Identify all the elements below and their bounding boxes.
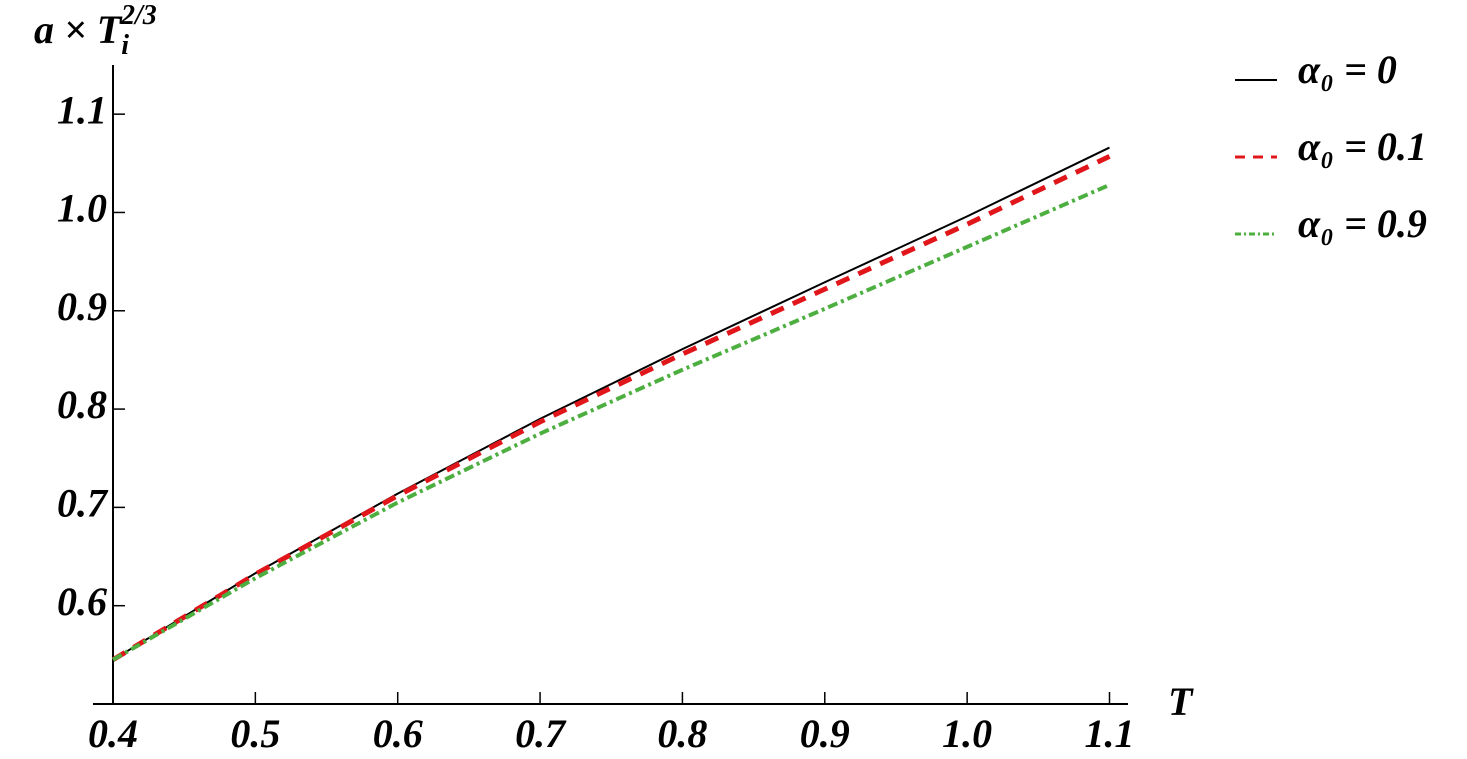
x-tick-label: 0.4 [88,711,138,756]
y-axis-label: a × Ti2/3 [34,0,157,61]
y-tick-label: 0.7 [57,481,109,526]
legend-label: α₀ = 0.1 [1298,124,1427,169]
y-tick-label: 0.6 [57,579,107,624]
y-label-sub: i [121,30,129,61]
y-label-base: a × T [34,7,123,52]
x-tick-label: 0.5 [230,711,280,756]
x-tick-label: 0.6 [373,711,423,756]
y-tick-label: 0.9 [57,284,107,329]
legend-label: α₀ = 0 [1298,47,1397,92]
y-label-sup: 2/3 [120,0,157,31]
y-tick-label: 1.0 [57,186,107,231]
x-tick-label: 1.0 [942,711,992,756]
legend-label: α₀ = 0.9 [1298,201,1427,246]
x-tick-label: 1.1 [1084,711,1134,756]
x-tick-label: 0.9 [800,711,850,756]
series-line [111,154,1111,662]
series-line [112,183,1111,662]
x-axis-label: T [1168,679,1194,724]
y-tick-label: 1.1 [57,87,107,132]
x-tick-label: 0.7 [515,711,567,756]
x-tick-label: 0.8 [657,711,707,756]
y-tick-label: 0.8 [57,382,107,427]
